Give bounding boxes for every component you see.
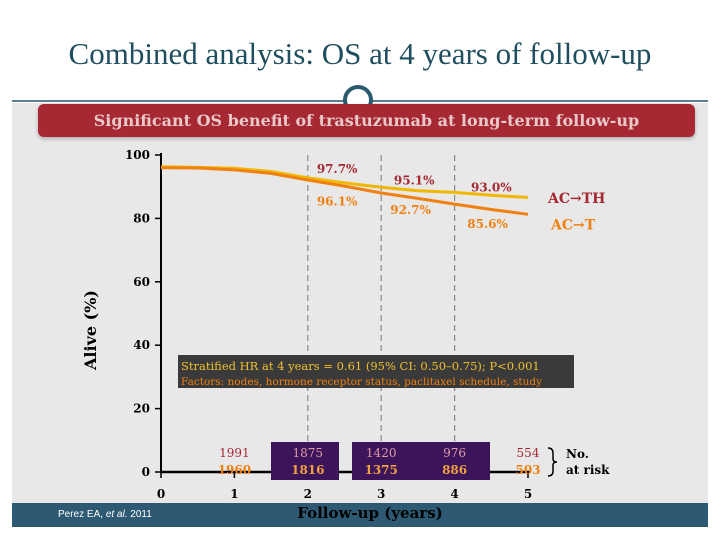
y-tick-label-40: 40 <box>133 338 150 352</box>
y-tick-label-60: 60 <box>133 275 150 289</box>
x-tick-label-1: 1 <box>230 487 238 501</box>
banner-text: Significant OS benefit of trastuzumab at… <box>93 111 640 130</box>
risk-box-year2 <box>271 442 339 480</box>
y-tick-label-0: 0 <box>142 465 150 479</box>
key-message-banner: Significant OS benefit of trastuzumab at… <box>38 104 695 137</box>
x-axis-label: Follow-up (years) <box>297 504 443 522</box>
risk-acth-3: 1420 <box>366 446 397 460</box>
risk-acth-2: 1875 <box>293 446 324 460</box>
risk-act-1: 1960 <box>218 463 251 477</box>
slide-title: Combined analysis: OS at 4 years of foll… <box>68 36 652 71</box>
y-tick-label-80: 80 <box>133 211 150 225</box>
legend-act: AC→T <box>550 218 596 234</box>
footer-bar <box>12 503 708 527</box>
risk-act-3: 1375 <box>364 463 397 477</box>
annotation-3: 92.7% <box>390 203 431 217</box>
citation-etal: et al. <box>105 509 128 520</box>
legend-acth: AC→TH <box>547 191 605 207</box>
citation-author: Perez EA, <box>58 509 104 520</box>
risk-acth-1: 1991 <box>219 446 250 460</box>
citation-year: 2011 <box>130 509 152 520</box>
risk-act-5: 503 <box>515 463 540 477</box>
stats-hr-text: Stratified HR at 4 years = 0.61 (95% CI:… <box>181 359 540 373</box>
x-tick-label-5: 5 <box>524 487 532 501</box>
citation: Perez EA, et al. 2011 <box>58 509 152 520</box>
risk-label-line1: No. <box>566 447 589 461</box>
x-tick-label-2: 2 <box>304 487 312 501</box>
stats-box <box>178 355 574 388</box>
x-tick-label-0: 0 <box>157 487 165 501</box>
risk-acth-4: 976 <box>443 446 466 460</box>
annotation-4: 93.0% <box>471 180 512 194</box>
risk-brace <box>547 447 558 477</box>
risk-act-4: 886 <box>442 463 467 477</box>
annotation-1: 96.1% <box>317 195 358 209</box>
annotation-0: 97.7% <box>317 162 358 176</box>
risk-box-years3-4 <box>352 442 490 480</box>
y-axis-label: Alive (%) <box>81 290 100 371</box>
risk-acth-5: 554 <box>517 446 540 460</box>
annotation-2: 95.1% <box>394 173 435 187</box>
y-tick-label-20: 20 <box>133 402 150 416</box>
risk-act-2: 1816 <box>291 463 324 477</box>
annotation-5: 85.6% <box>467 217 508 231</box>
series-line-act <box>160 166 529 216</box>
x-tick-label-3: 3 <box>377 487 385 501</box>
x-tick-label-4: 4 <box>450 487 458 501</box>
stats-factors-text: Factors: nodes, hormone receptor status,… <box>181 376 542 388</box>
content-panel <box>12 103 708 503</box>
risk-label-line2: at risk <box>566 463 610 477</box>
title-area: Combined analysis: OS at 4 years of foll… <box>0 0 720 100</box>
y-tick-label-100: 100 <box>125 148 150 162</box>
